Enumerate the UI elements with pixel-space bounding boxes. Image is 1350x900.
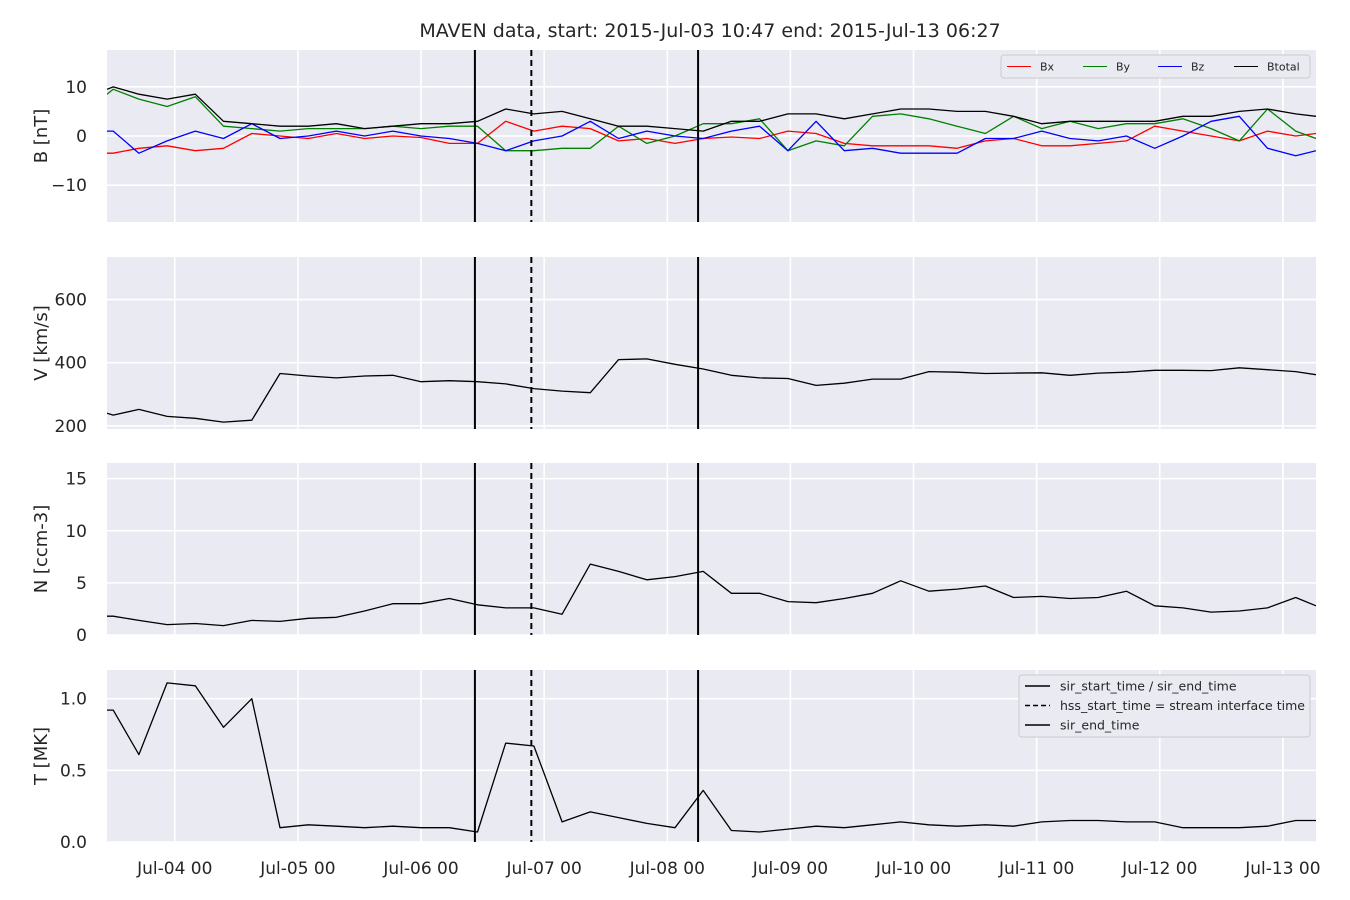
panel-B-ytick-label: 10 — [65, 78, 87, 98]
b-legend: Bx By Bz Btotal — [1000, 54, 1311, 79]
x-tick-label: Jul-05 00 — [259, 859, 335, 879]
panel-N-background — [107, 463, 1316, 635]
panel-T-ytick-label: 0.0 — [60, 833, 87, 853]
x-tick-label: Jul-08 00 — [629, 859, 705, 879]
t-legend-box — [1018, 674, 1311, 738]
series-line-V — [107, 358, 1316, 423]
t-legend: sir_start_time / sir_end_time hss_start_t… — [1018, 674, 1311, 738]
x-tick-label: Jul-06 00 — [382, 859, 458, 879]
b-legend-box — [1000, 54, 1311, 79]
figure-title: MAVEN data, start: 2015-Jul-03 10:47 end… — [419, 20, 1000, 42]
x-tick-labels: Jul-04 00 Jul-05 00 Jul-06 00 Jul-07 00 Jul-… — [136, 859, 1320, 879]
series-line-N — [107, 563, 1316, 627]
x-tick-label: Jul-07 00 — [506, 859, 582, 879]
x-tick-label: Jul-10 00 — [875, 859, 951, 879]
x-tick-label: Jul-13 00 — [1244, 859, 1320, 879]
t-legend-label-1: hss_start_time = stream interface time — [1060, 698, 1305, 713]
panel-V-ytick-label: 600 — [55, 291, 87, 311]
series-line-B-By — [107, 88, 1316, 152]
panel-N-ylabel: N [ccm-3] — [31, 505, 52, 594]
panel-V-background — [107, 257, 1316, 429]
panel-V-ytick-label: 400 — [55, 354, 87, 374]
x-tick-label: Jul-09 00 — [752, 859, 828, 879]
panel-N: 0 5 10 15 N [ccm-3] — [31, 463, 1316, 646]
panel-T-ytick-label: 0.5 — [60, 761, 87, 781]
panel-N-ytick-label: 10 — [65, 522, 87, 542]
b-legend-label-By: By — [1116, 61, 1131, 74]
panel-B-ylabel: B [nT] — [31, 109, 52, 164]
panel-B-ytick-label: −10 — [51, 176, 87, 196]
panel-N-ytick-label: 0 — [76, 626, 87, 646]
t-legend-label-0: sir_start_time / sir_end_time — [1060, 679, 1237, 694]
series-line-T — [107, 682, 1316, 833]
panel-N-ytick-label: 15 — [65, 470, 87, 490]
b-legend-label-Bz: Bz — [1191, 61, 1205, 74]
panel-T-ylabel: T [MK] — [31, 727, 52, 786]
series-line-B-Btotal — [107, 86, 1316, 132]
x-tick-label: Jul-04 00 — [136, 859, 212, 879]
panel-N-ytick-label: 5 — [76, 574, 87, 594]
panel-T: 0.0 0.5 1.0 T [MK] sir_start_time / sir_end_… — [31, 670, 1316, 853]
x-tick-label: Jul-12 00 — [1121, 859, 1197, 879]
series-line-B-Bz — [107, 115, 1316, 157]
panel-V-ytick-label: 200 — [55, 417, 87, 437]
panel-B-ytick-label: 0 — [76, 127, 87, 147]
panel-T-ytick-label: 1.0 — [60, 690, 87, 710]
t-legend-label-2: sir_end_time — [1060, 718, 1140, 733]
b-legend-label-Bx: Bx — [1040, 61, 1055, 74]
panel-B: −10 0 10 B [nT] Bx By Bz Btotal — [31, 50, 1316, 222]
x-tick-label: Jul-11 00 — [998, 859, 1074, 879]
panel-V-ylabel: V [km/s] — [31, 305, 52, 380]
b-legend-label-Btotal: Btotal — [1267, 61, 1300, 74]
